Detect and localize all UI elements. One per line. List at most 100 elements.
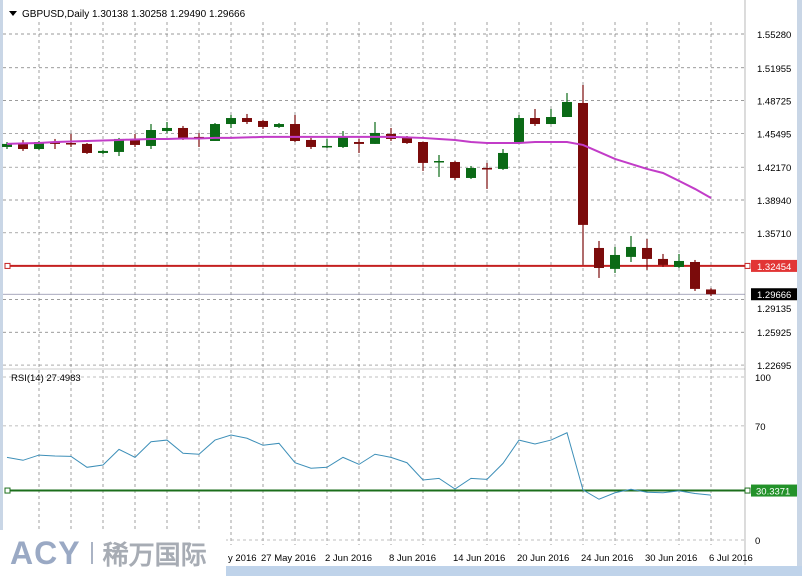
logo-divider bbox=[90, 542, 93, 564]
price-tick-label: 1.29135 bbox=[757, 304, 791, 315]
candle-body bbox=[562, 101, 572, 118]
window-left-border bbox=[0, 0, 3, 576]
candle-body bbox=[338, 136, 348, 147]
candle-body bbox=[242, 118, 252, 122]
candle-body bbox=[34, 142, 44, 150]
date-label: 24 Jun 2016 bbox=[581, 553, 633, 564]
candle bbox=[18, 139, 28, 151]
candle-body bbox=[450, 162, 460, 178]
window-right-border bbox=[797, 0, 802, 576]
chart-title: GBPUSD,Daily bbox=[22, 9, 89, 20]
candle-body bbox=[226, 118, 236, 125]
rsi-level-badge bbox=[751, 484, 797, 497]
price-tick-label: 1.48725 bbox=[757, 97, 791, 108]
candle bbox=[466, 165, 476, 179]
candle-body bbox=[258, 120, 268, 127]
candle-body bbox=[178, 127, 188, 138]
acy-logo: ACY 稀万国际 bbox=[0, 530, 226, 576]
candle bbox=[690, 259, 700, 291]
current-price-badge bbox=[751, 288, 797, 301]
candle bbox=[274, 123, 284, 128]
candle bbox=[546, 108, 556, 125]
candle-body bbox=[642, 247, 652, 259]
candle bbox=[642, 239, 652, 270]
candle bbox=[434, 155, 444, 177]
price-tick-label: 1.55280 bbox=[757, 30, 791, 41]
date-label: 8 Jun 2016 bbox=[389, 553, 436, 564]
level-price-badge bbox=[751, 259, 797, 272]
candle bbox=[242, 113, 252, 125]
candle-body bbox=[354, 142, 364, 144]
candle-body bbox=[610, 254, 620, 269]
candle-body bbox=[578, 102, 588, 225]
date-label: 2 Jun 2016 bbox=[325, 553, 372, 564]
candle-body bbox=[114, 138, 124, 152]
price-tick-label: 1.45495 bbox=[757, 129, 791, 140]
line-handle-right[interactable] bbox=[744, 262, 751, 269]
rsi-title: RSI(14) 27.4983 bbox=[11, 373, 81, 384]
candle bbox=[226, 114, 236, 128]
axes: 1.55280 1.51955 1.48725 1.45495 1.42170 1.389… bbox=[228, 30, 797, 564]
candle-body bbox=[674, 260, 684, 267]
candle bbox=[370, 121, 380, 144]
date-label: 20 Jun 2016 bbox=[517, 553, 569, 564]
price-tick-label: 1.42170 bbox=[757, 163, 791, 174]
candles bbox=[2, 85, 716, 297]
price-tick-label: 1.38940 bbox=[757, 196, 791, 207]
candle-body bbox=[66, 143, 76, 145]
candle bbox=[338, 131, 348, 148]
candle bbox=[82, 143, 92, 154]
candle-body bbox=[466, 168, 476, 178]
candle-body bbox=[546, 117, 556, 125]
candle-body bbox=[690, 261, 700, 289]
candle-body bbox=[658, 258, 668, 265]
candle bbox=[130, 133, 140, 147]
rsi-line bbox=[6, 432, 712, 500]
candle-body bbox=[210, 124, 220, 141]
candle bbox=[322, 138, 332, 148]
candle bbox=[658, 253, 668, 267]
logo-brand: ACY bbox=[10, 534, 81, 571]
date-label: 6 Jul 2016 bbox=[709, 553, 753, 564]
date-label: 14 Jun 2016 bbox=[453, 553, 505, 564]
grid bbox=[3, 22, 745, 545]
triangle-down-icon[interactable] bbox=[9, 11, 17, 16]
candle-body bbox=[482, 168, 492, 170]
candle-body bbox=[498, 152, 508, 169]
candle bbox=[594, 240, 604, 278]
candle-body bbox=[274, 124, 284, 127]
candle bbox=[418, 141, 428, 171]
candle-body bbox=[370, 132, 380, 144]
candle-body bbox=[530, 118, 540, 125]
candle bbox=[450, 161, 460, 180]
candle bbox=[610, 246, 620, 273]
open-value: 1.30138 bbox=[92, 9, 129, 20]
candle bbox=[258, 119, 268, 129]
candle bbox=[66, 133, 76, 147]
candle-body bbox=[162, 127, 172, 132]
candle bbox=[562, 93, 572, 118]
candle bbox=[306, 137, 316, 150]
rsi-tick-label: 0 bbox=[755, 536, 760, 547]
candle-body bbox=[98, 150, 108, 153]
candle bbox=[530, 108, 540, 126]
line-handle-left[interactable] bbox=[4, 487, 11, 494]
candle-body bbox=[82, 143, 92, 153]
candle bbox=[162, 121, 172, 133]
candle bbox=[674, 253, 684, 268]
line-handle-left[interactable] bbox=[4, 262, 11, 269]
date-label: 27 May 2016 bbox=[261, 553, 316, 564]
candle-body bbox=[290, 124, 300, 141]
date-label: y 2016 bbox=[228, 553, 257, 564]
close-value: 1.29666 bbox=[209, 9, 246, 20]
candle-body bbox=[322, 145, 332, 148]
candle-body bbox=[626, 246, 636, 257]
line-handle-right[interactable] bbox=[744, 487, 751, 494]
candle bbox=[354, 138, 364, 153]
candle bbox=[706, 288, 716, 297]
candle bbox=[498, 149, 508, 170]
date-label: 30 Jun 2016 bbox=[645, 553, 697, 564]
candle-body bbox=[594, 247, 604, 268]
